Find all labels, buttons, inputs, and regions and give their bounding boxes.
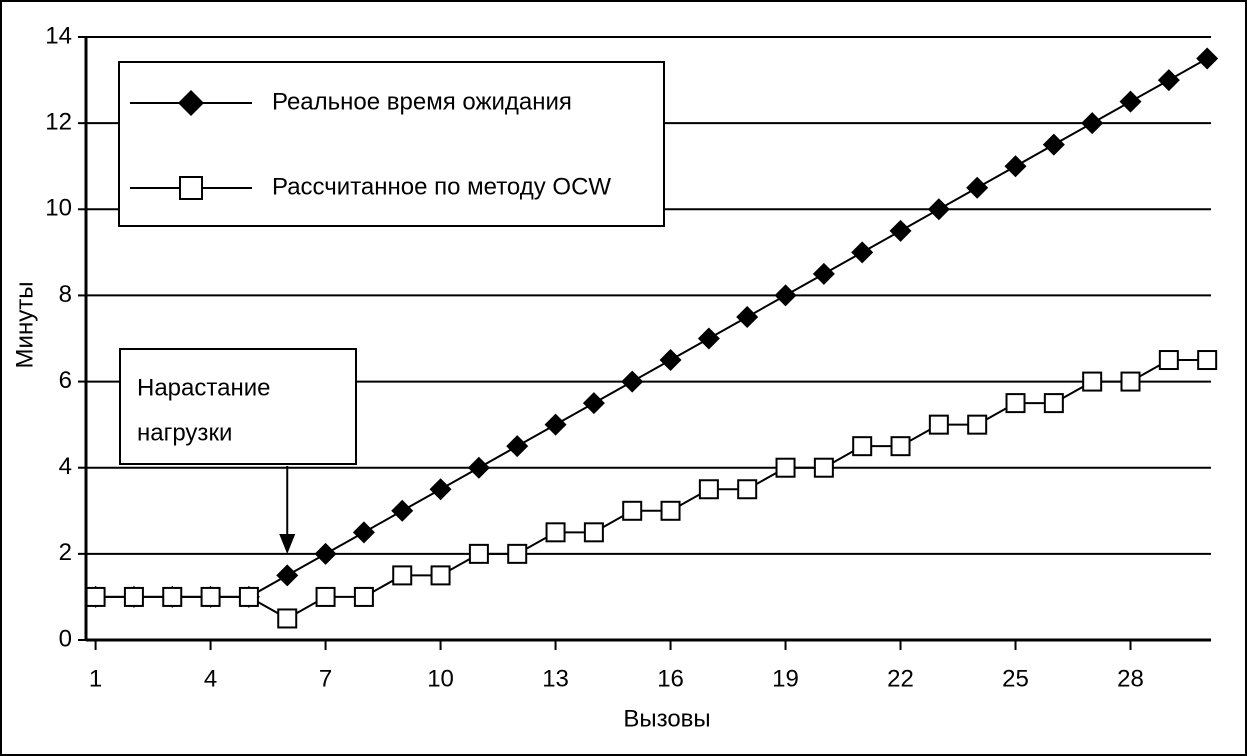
y-tick-label: 10 (45, 195, 72, 222)
y-tick-label: 12 (45, 108, 72, 135)
data-point (737, 479, 758, 500)
data-point (582, 392, 605, 415)
x-tick-label: 28 (1117, 665, 1144, 692)
data-point (162, 586, 183, 607)
data-point (1082, 371, 1103, 392)
data-point (467, 456, 490, 479)
x-tick-label: 16 (657, 665, 684, 692)
data-point (1119, 90, 1142, 113)
data-point (545, 522, 566, 543)
x-tick-label: 7 (319, 665, 332, 692)
data-point (352, 521, 375, 544)
data-point (736, 305, 759, 328)
data-point (1120, 371, 1141, 392)
x-tick-label: 22 (887, 665, 914, 692)
data-point (392, 565, 413, 586)
y-tick-label: 0 (59, 625, 72, 652)
data-point (507, 543, 528, 564)
data-point (506, 435, 529, 458)
data-point (314, 542, 337, 565)
data-point (966, 176, 989, 199)
data-point (890, 436, 911, 457)
legend-marker (179, 176, 203, 200)
annotation-text: нагрузки (137, 419, 232, 446)
x-tick-label: 4 (204, 665, 217, 692)
data-point (238, 586, 259, 607)
x-tick-label: 19 (772, 665, 799, 692)
data-point (315, 586, 336, 607)
data-point (1081, 112, 1104, 135)
annotation-text: Нарастание (137, 374, 270, 401)
legend-label: Рассчитанное по методу OCW (272, 173, 611, 200)
y-tick-label: 14 (45, 22, 72, 49)
x-tick-label: 25 (1002, 665, 1029, 692)
x-tick-label: 1 (89, 665, 102, 692)
data-point (1004, 155, 1027, 178)
data-point (1005, 393, 1026, 414)
data-point (276, 564, 299, 587)
annotation-arrowhead (279, 534, 296, 554)
data-point (697, 327, 720, 350)
data-point (698, 479, 719, 500)
data-point (430, 565, 451, 586)
data-point (583, 522, 604, 543)
data-point (813, 457, 834, 478)
data-point (1157, 69, 1180, 92)
data-point (927, 198, 950, 221)
legend-marker (178, 90, 204, 116)
data-point (429, 478, 452, 501)
y-tick-label: 6 (59, 367, 72, 394)
data-point (1042, 133, 1065, 156)
data-point (621, 370, 644, 393)
x-axis-label: Вызовы (623, 705, 710, 732)
y-tick-label: 2 (59, 539, 72, 566)
legend-label: Реальное время ожидания (272, 88, 572, 115)
data-point (851, 241, 874, 264)
data-point (1158, 350, 1179, 371)
data-point (775, 457, 796, 478)
data-point (928, 414, 949, 435)
x-tick-label: 13 (542, 665, 569, 692)
data-point (967, 414, 988, 435)
data-point (660, 500, 681, 521)
data-point (1196, 47, 1219, 70)
data-point (622, 500, 643, 521)
data-point (353, 586, 374, 607)
annotation-box (119, 348, 357, 465)
legend-box (118, 61, 665, 227)
data-point (774, 284, 797, 307)
data-point (468, 543, 489, 564)
data-point (812, 262, 835, 285)
data-point (1197, 350, 1218, 371)
data-point (1043, 393, 1064, 414)
data-point (123, 586, 144, 607)
data-point (85, 586, 106, 607)
data-point (659, 349, 682, 372)
data-point (200, 586, 221, 607)
data-point (544, 413, 567, 436)
data-point (889, 219, 912, 242)
y-tick-label: 8 (59, 281, 72, 308)
y-tick-label: 4 (59, 453, 72, 480)
x-tick-label: 10 (427, 665, 454, 692)
data-point (852, 436, 873, 457)
data-point (391, 499, 414, 522)
y-axis-label: Минуты (11, 282, 38, 369)
data-point (277, 608, 298, 629)
